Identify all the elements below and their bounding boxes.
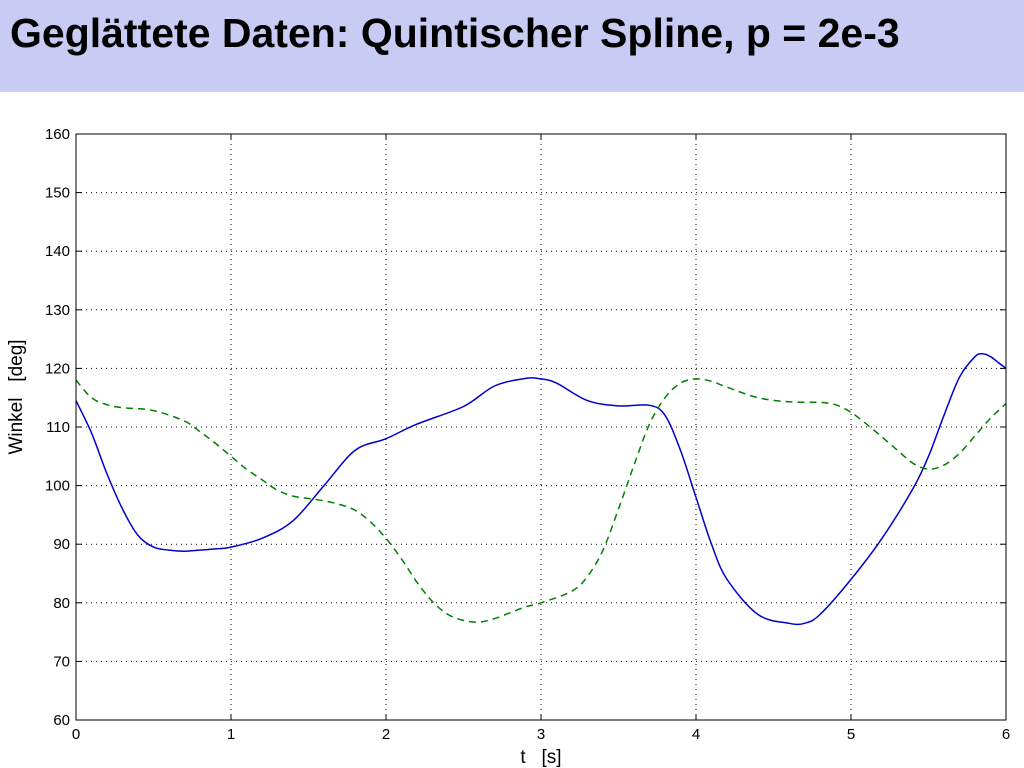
x-tick-label: 5: [847, 726, 855, 743]
line-chart: 0 1 2 3 4 5 6 60 70 80 90 100 110 120 130 140 150 160 t […: [6, 126, 1010, 768]
series-line-dashed: [75, 378, 1007, 623]
x-tick-label: 3: [537, 726, 545, 743]
x-tick-label: 1: [227, 726, 235, 743]
x-tick-label: 0: [72, 726, 80, 743]
y-tick-label: 140: [45, 243, 70, 260]
y-tick-label: 80: [53, 595, 70, 612]
y-tick-label: 160: [45, 126, 70, 143]
y-axis-label: Winkel [deg]: [6, 339, 27, 454]
y-tick-label: 70: [53, 653, 70, 670]
y-tick-label: 130: [45, 302, 70, 319]
x-tick-label: 2: [382, 726, 390, 743]
y-tick-label: 120: [45, 360, 70, 377]
title-bar: Geglättete Daten: Quintischer Spline, p …: [0, 0, 1024, 92]
chart-series: [75, 352, 1007, 626]
x-tick-label: 4: [692, 726, 700, 743]
x-tick-label: 6: [1002, 726, 1010, 743]
chart-ticks: 0 1 2 3 4 5 6 60 70 80 90 100 110 120 130 140 150 160: [45, 126, 1010, 743]
page-title: Geglättete Daten: Quintischer Spline, p …: [10, 10, 900, 56]
series-line-solid: [75, 352, 1007, 626]
y-tick-label: 110: [46, 419, 70, 436]
x-axis-label: t [s]: [520, 747, 561, 768]
y-tick-label: 100: [45, 478, 70, 495]
y-tick-label: 60: [53, 712, 70, 729]
chart-grid: [76, 134, 1006, 720]
y-tick-label: 90: [53, 536, 70, 553]
y-tick-label: 150: [45, 185, 70, 202]
